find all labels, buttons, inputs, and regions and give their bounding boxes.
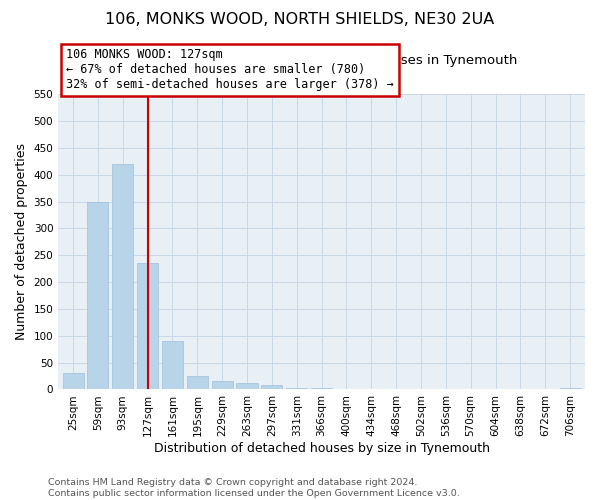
Text: 106, MONKS WOOD, NORTH SHIELDS, NE30 2UA: 106, MONKS WOOD, NORTH SHIELDS, NE30 2UA bbox=[106, 12, 494, 28]
Bar bbox=[286, 388, 307, 390]
Bar bbox=[88, 202, 109, 390]
Bar bbox=[162, 341, 183, 390]
Bar bbox=[262, 385, 283, 390]
Bar bbox=[137, 264, 158, 390]
Text: Contains HM Land Registry data © Crown copyright and database right 2024.
Contai: Contains HM Land Registry data © Crown c… bbox=[48, 478, 460, 498]
Text: 106 MONKS WOOD: 127sqm
← 67% of detached houses are smaller (780)
32% of semi-de: 106 MONKS WOOD: 127sqm ← 67% of detached… bbox=[66, 48, 394, 92]
Bar bbox=[112, 164, 133, 390]
Bar bbox=[311, 388, 332, 390]
Bar bbox=[62, 374, 83, 390]
Bar bbox=[187, 376, 208, 390]
X-axis label: Distribution of detached houses by size in Tynemouth: Distribution of detached houses by size … bbox=[154, 442, 490, 455]
Y-axis label: Number of detached properties: Number of detached properties bbox=[15, 144, 28, 340]
Bar bbox=[212, 382, 233, 390]
Bar bbox=[560, 388, 581, 390]
Bar bbox=[236, 383, 257, 390]
Title: Size of property relative to detached houses in Tynemouth: Size of property relative to detached ho… bbox=[126, 54, 517, 67]
